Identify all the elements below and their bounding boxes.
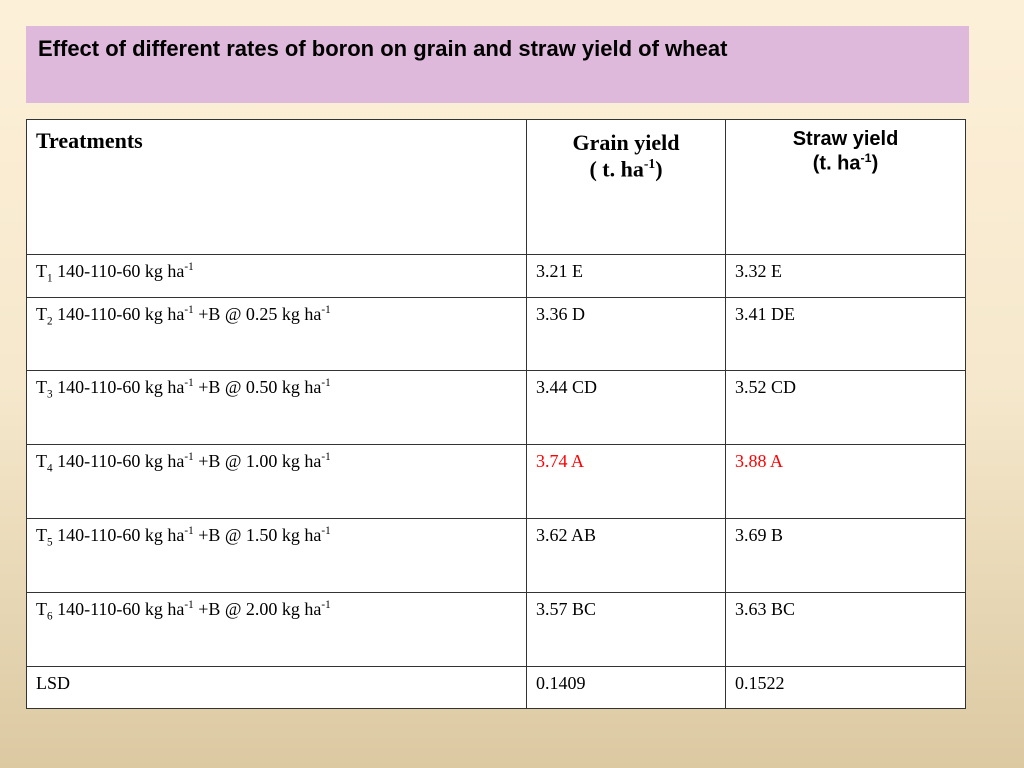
text: 3.41 DE xyxy=(735,304,795,324)
header-line: Grain yield xyxy=(536,130,716,156)
table-row: T1 140-110-60 kg ha-1 3.21 E 3.32 E xyxy=(26,254,966,298)
column-header: Straw yield (t. ha-1) xyxy=(725,119,966,255)
header-line: ( t. ha-1) xyxy=(536,156,716,182)
table-cell: T4 140-110-60 kg ha-1 +B @ 1.00 kg ha-1 xyxy=(26,444,527,519)
text: +B @ 2.00 kg ha xyxy=(193,599,322,619)
table-cell: LSD xyxy=(26,666,527,709)
superscript: -1 xyxy=(184,261,194,273)
table-cell: 0.1522 xyxy=(725,666,966,709)
text: 0.1522 xyxy=(735,673,785,693)
table-row: T5 140-110-60 kg ha-1 +B @ 1.50 kg ha-1 3… xyxy=(26,518,966,593)
superscript: -1 xyxy=(321,451,331,463)
text: Straw yield xyxy=(792,128,899,150)
text: 0.1409 xyxy=(536,673,586,693)
subscript: 3 xyxy=(47,388,53,401)
superscript: -1 xyxy=(321,525,331,537)
superscript: -1 xyxy=(184,304,194,316)
text: 3.69 B xyxy=(735,525,784,545)
table-cell: T2 140-110-60 kg ha-1 +B @ 0.25 kg ha-1 xyxy=(26,297,527,371)
table-row: T6 140-110-60 kg ha-1 +B @ 2.00 kg ha-1 3… xyxy=(26,592,966,667)
table-row: T3 140-110-60 kg ha-1 +B @ 0.50 kg ha-1 3… xyxy=(26,370,966,445)
table-cell: 3.62 AB xyxy=(526,518,726,593)
text: 3.88 A xyxy=(735,451,784,471)
text: +B @ 1.50 kg ha xyxy=(193,525,322,545)
text: Grain yield xyxy=(572,130,680,155)
text: 3.32 E xyxy=(735,261,782,281)
text: T xyxy=(36,525,47,545)
subscript: 6 xyxy=(47,610,53,623)
header-line: Straw yield xyxy=(735,128,956,151)
table-cell: 3.52 CD xyxy=(725,370,966,445)
subscript: 2 xyxy=(47,315,53,328)
text: Treatments xyxy=(36,128,143,153)
superscript: -1 xyxy=(860,151,872,165)
text: 3.52 CD xyxy=(735,377,797,397)
text: T xyxy=(36,261,47,281)
text: ( t. ha xyxy=(589,156,644,182)
superscript: -1 xyxy=(184,451,194,463)
table-cell: 3.74 A xyxy=(526,444,726,519)
table-cell: 3.21 E xyxy=(526,254,726,298)
text: 140-110-60 kg ha xyxy=(52,377,185,397)
superscript: -1 xyxy=(184,599,194,611)
text: +B @ 0.50 kg ha xyxy=(193,377,322,397)
text: 3.44 CD xyxy=(536,377,598,397)
table-cell: T5 140-110-60 kg ha-1 +B @ 1.50 kg ha-1 xyxy=(26,518,527,593)
text: 3.21 E xyxy=(536,261,583,281)
text: T xyxy=(36,304,47,324)
text: LSD xyxy=(36,673,71,693)
table-row: LSD 0.1409 0.1522 xyxy=(26,666,966,709)
column-header: Treatments xyxy=(26,119,527,255)
text: 3.63 BC xyxy=(735,599,796,619)
superscript: -1 xyxy=(321,599,331,611)
table-cell: 0.1409 xyxy=(526,666,726,709)
column-header: Grain yield( t. ha-1) xyxy=(526,119,726,255)
subscript: 1 xyxy=(47,272,53,285)
table-cell: 3.44 CD xyxy=(526,370,726,445)
text: +B @ 0.25 kg ha xyxy=(193,304,322,324)
table-cell: T6 140-110-60 kg ha-1 +B @ 2.00 kg ha-1 xyxy=(26,592,527,667)
text: T xyxy=(36,377,47,397)
text: 3.57 BC xyxy=(536,599,597,619)
table-cell: 3.36 D xyxy=(526,297,726,371)
text: ) xyxy=(871,152,879,175)
superscript: -1 xyxy=(643,156,656,171)
text: 140-110-60 kg ha xyxy=(52,451,185,471)
text: 3.62 AB xyxy=(536,525,597,545)
title: Effect of different rates of boron on gr… xyxy=(38,36,728,61)
text: 140-110-60 kg ha xyxy=(52,304,185,324)
header-row: Treatments Grain yield( t. ha-1) Straw yie… xyxy=(26,119,966,255)
table-row: T2 140-110-60 kg ha-1 +B @ 0.25 kg ha-1 3… xyxy=(26,297,966,371)
table-cell: T3 140-110-60 kg ha-1 +B @ 0.50 kg ha-1 xyxy=(26,370,527,445)
text: 3.74 A xyxy=(536,451,585,471)
text: 140-110-60 kg ha xyxy=(52,599,185,619)
subscript: 4 xyxy=(47,462,53,475)
text: +B @ 1.00 kg ha xyxy=(193,451,322,471)
header-line: (t. ha-1) xyxy=(735,151,956,176)
table-cell: 3.32 E xyxy=(725,254,966,298)
superscript: -1 xyxy=(321,377,331,389)
table-cell: 3.88 A xyxy=(725,444,966,519)
header-line: Treatments xyxy=(36,128,517,154)
text: 3.36 D xyxy=(536,304,585,324)
data-table: Treatments Grain yield( t. ha-1) Straw yie… xyxy=(26,119,966,709)
table-cell: 3.63 BC xyxy=(725,592,966,667)
table-cell: T1 140-110-60 kg ha-1 xyxy=(26,254,527,298)
text: ) xyxy=(655,156,663,182)
table-cell: 3.57 BC xyxy=(526,592,726,667)
text: 140-110-60 kg ha xyxy=(52,525,185,545)
text: T xyxy=(36,599,47,619)
table-cell: 3.41 DE xyxy=(725,297,966,371)
table-row: T4 140-110-60 kg ha-1 +B @ 1.00 kg ha-1 3… xyxy=(26,444,966,519)
superscript: -1 xyxy=(184,525,194,537)
table-cell: 3.69 B xyxy=(725,518,966,593)
title-box: Effect of different rates of boron on gr… xyxy=(26,26,969,103)
superscript: -1 xyxy=(184,377,194,389)
text: (t. ha xyxy=(812,152,861,175)
superscript: -1 xyxy=(321,304,331,316)
text: 140-110-60 kg ha xyxy=(52,261,185,281)
text: T xyxy=(36,451,47,471)
subscript: 5 xyxy=(47,536,53,549)
